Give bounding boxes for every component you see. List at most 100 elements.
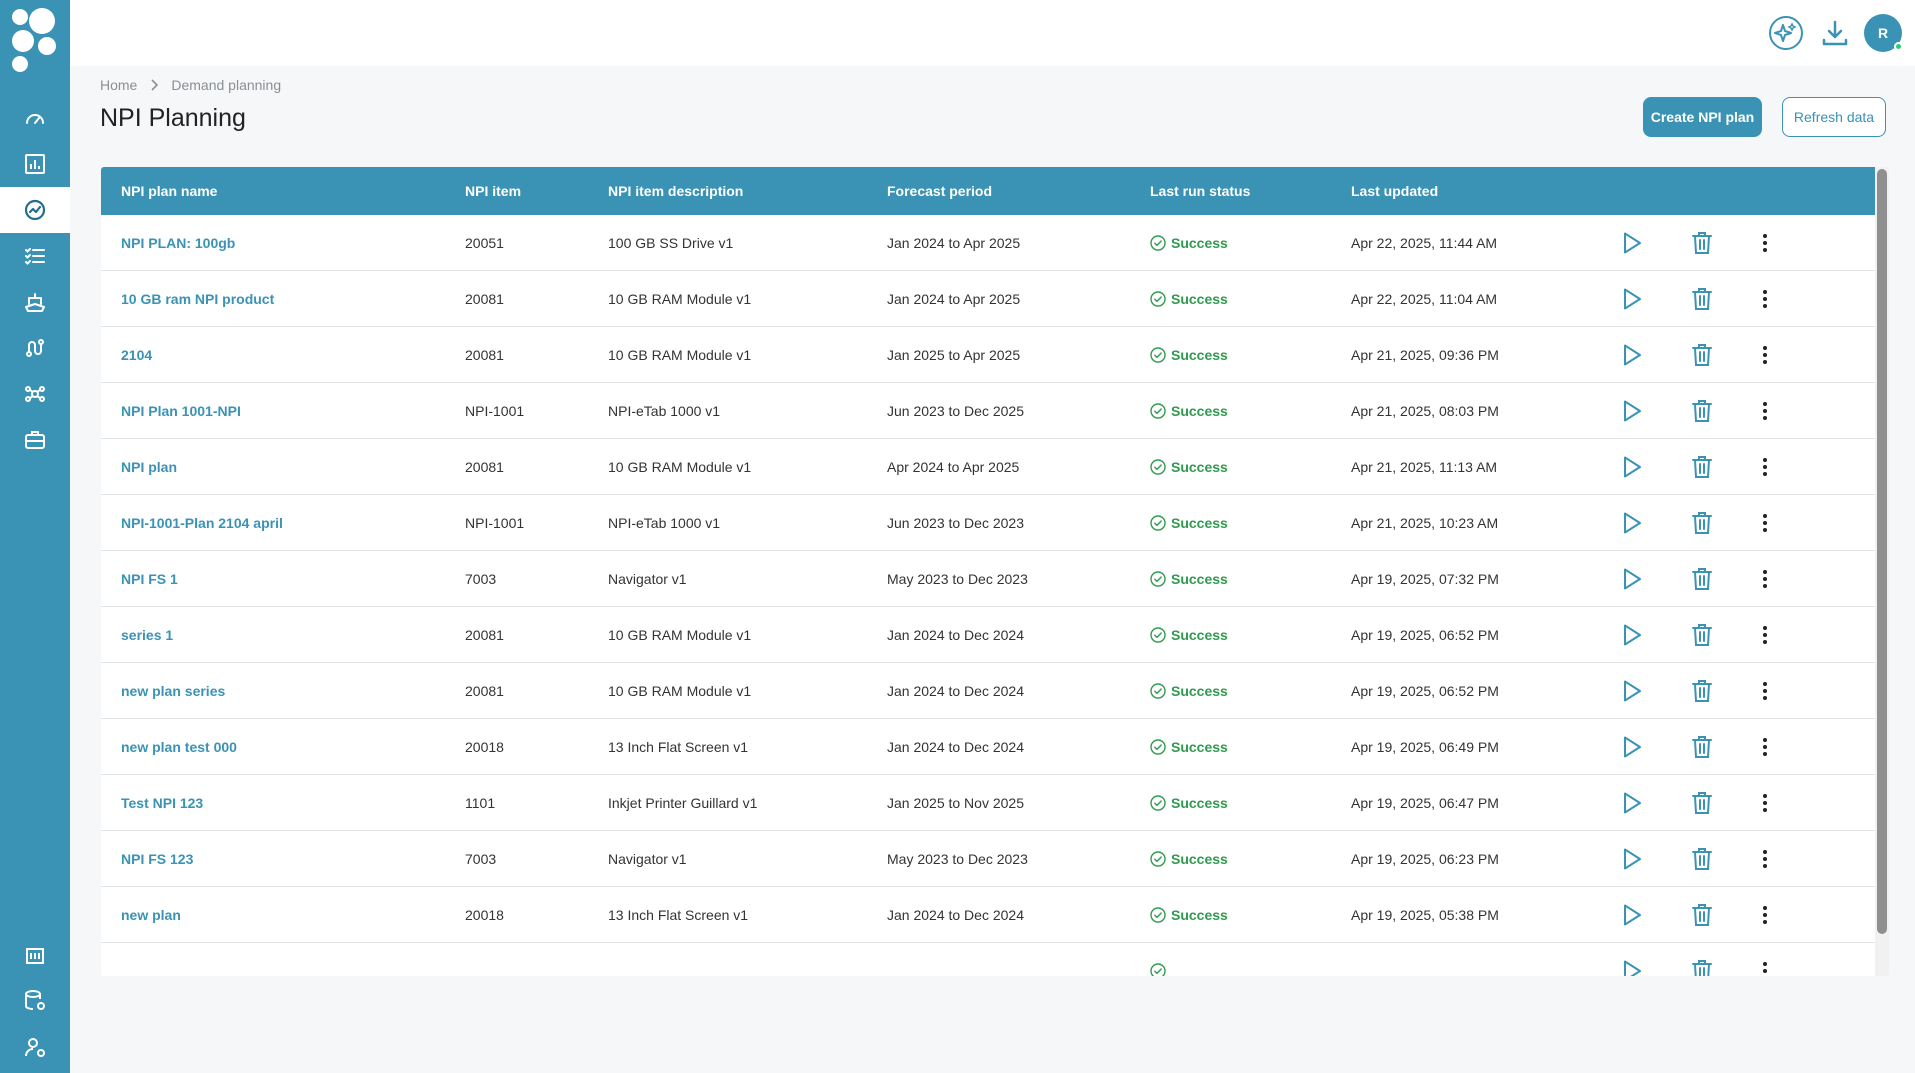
run-plan-button[interactable] <box>1617 396 1647 426</box>
column-header-last-run-status[interactable]: Last run status <box>1150 183 1251 199</box>
delete-plan-button[interactable] <box>1687 676 1717 706</box>
create-npi-plan-button[interactable]: Create NPI plan <box>1643 97 1762 137</box>
plan-name-link[interactable]: new plan series <box>121 683 226 699</box>
table-row[interactable]: new plan 20018 13 Inch Flat Screen v1 Ja… <box>101 887 1875 943</box>
table-row[interactable]: new plan test 000 20018 13 Inch Flat Scr… <box>101 719 1875 775</box>
table-row[interactable]: 2104 20081 10 GB RAM Module v1 Jan 2025 … <box>101 327 1875 383</box>
sidebar-item-dashboard[interactable] <box>0 95 70 141</box>
sidebar-item-reports[interactable] <box>0 932 70 978</box>
more-options-button[interactable] <box>1750 396 1780 426</box>
column-header-forecast-period[interactable]: Forecast period <box>887 183 993 199</box>
item-description-cell: NPI-eTab 1000 v1 <box>608 515 721 531</box>
download-button[interactable] <box>1816 14 1854 52</box>
plan-name-link[interactable]: Test NPI 123 <box>121 795 204 811</box>
app-logo[interactable] <box>11 8 59 74</box>
sidebar-item-user-settings[interactable] <box>0 1024 70 1070</box>
plan-name-link[interactable]: new plan <box>121 907 181 923</box>
table-row[interactable]: NPI PLAN: 100gb 20051 100 GB SS Drive v1… <box>101 215 1875 271</box>
column-header-plan-name[interactable]: NPI plan name <box>121 183 218 199</box>
scrollbar-thumb[interactable] <box>1877 169 1887 934</box>
column-header-item-description[interactable]: NPI item description <box>608 183 744 199</box>
breadcrumb-home[interactable]: Home <box>100 77 138 93</box>
plan-name-link[interactable]: NPI plan <box>121 459 178 475</box>
delete-plan-button[interactable] <box>1687 788 1717 818</box>
plan-name-link[interactable]: NPI FS 1 <box>121 571 178 587</box>
table-row[interactable]: NPI FS 1 7003 Navigator v1 May 2023 to D… <box>101 551 1875 607</box>
sidebar-item-analytics[interactable] <box>0 141 70 187</box>
delete-plan-button[interactable] <box>1687 396 1717 426</box>
run-plan-button[interactable] <box>1617 900 1647 930</box>
delete-plan-button[interactable] <box>1687 900 1717 930</box>
table-row[interactable]: Test NPI 123 1101 Inkjet Printer Guillar… <box>101 775 1875 831</box>
run-plan-button[interactable] <box>1617 228 1647 258</box>
more-options-button[interactable] <box>1750 676 1780 706</box>
table-row[interactable]: NPI Plan 1001-NPI NPI-1001 NPI-eTab 1000… <box>101 383 1875 439</box>
table-header: NPI plan name NPI item NPI item descript… <box>101 167 1875 215</box>
more-options-button[interactable] <box>1750 340 1780 370</box>
table-row[interactable]: new plan series 20081 10 GB RAM Module v… <box>101 663 1875 719</box>
table-row[interactable]: NPI plan 20081 10 GB RAM Module v1 Apr 2… <box>101 439 1875 495</box>
delete-plan-button[interactable] <box>1687 508 1717 538</box>
plan-name-link[interactable]: NPI PLAN: 100gb <box>121 235 236 251</box>
column-header-npi-item[interactable]: NPI item <box>465 183 522 199</box>
run-plan-button[interactable] <box>1617 284 1647 314</box>
more-options-button[interactable] <box>1750 284 1780 314</box>
plan-name-link[interactable]: 10 GB ram NPI product <box>121 291 275 307</box>
delete-plan-button[interactable] <box>1687 844 1717 874</box>
avatar[interactable]: R <box>1864 14 1903 52</box>
table-row[interactable]: NPI FS 123 7003 Navigator v1 May 2023 to… <box>101 831 1875 887</box>
sidebar-item-demand-planning[interactable] <box>0 187 70 233</box>
more-options-button[interactable] <box>1750 956 1780 976</box>
delete-plan-button[interactable] <box>1687 452 1717 482</box>
table-row[interactable] <box>101 943 1875 976</box>
table-row[interactable]: 10 GB ram NPI product 20081 10 GB RAM Mo… <box>101 271 1875 327</box>
plan-name-link[interactable]: new plan test 000 <box>121 739 237 755</box>
more-options-button[interactable] <box>1750 844 1780 874</box>
plan-name-link[interactable]: series 1 <box>121 627 174 643</box>
more-options-button[interactable] <box>1750 620 1780 650</box>
sidebar-item-portfolio[interactable] <box>0 417 70 463</box>
sidebar-item-logistics[interactable] <box>0 279 70 325</box>
run-plan-button[interactable] <box>1617 956 1647 976</box>
run-plan-button[interactable] <box>1617 844 1647 874</box>
run-plan-button[interactable] <box>1617 508 1647 538</box>
delete-plan-button[interactable] <box>1687 620 1717 650</box>
delete-plan-button[interactable] <box>1687 284 1717 314</box>
plan-name-link[interactable]: NPI FS 123 <box>121 851 194 867</box>
sidebar-item-routes[interactable] <box>0 325 70 371</box>
delete-plan-button[interactable] <box>1687 956 1717 976</box>
run-plan-button[interactable] <box>1617 788 1647 818</box>
plan-name-link[interactable]: NPI-1001-Plan 2104 april <box>121 515 283 531</box>
more-options-button[interactable] <box>1750 228 1780 258</box>
more-options-button[interactable] <box>1750 452 1780 482</box>
run-plan-button[interactable] <box>1617 340 1647 370</box>
delete-plan-button[interactable] <box>1687 228 1717 258</box>
sidebar-item-data-settings[interactable] <box>0 978 70 1024</box>
run-plan-button[interactable] <box>1617 676 1647 706</box>
run-plan-button[interactable] <box>1617 620 1647 650</box>
ai-assistant-button[interactable] <box>1767 14 1805 52</box>
sidebar-item-tasks[interactable] <box>0 233 70 279</box>
more-options-button[interactable] <box>1750 564 1780 594</box>
check-circle-icon <box>1150 235 1166 251</box>
delete-plan-button[interactable] <box>1687 564 1717 594</box>
run-plan-button[interactable] <box>1617 564 1647 594</box>
run-plan-button[interactable] <box>1617 732 1647 762</box>
sidebar-item-network[interactable] <box>0 371 70 417</box>
plan-name-link[interactable]: 2104 <box>121 347 153 363</box>
table-row[interactable]: series 1 20081 10 GB RAM Module v1 Jan 2… <box>101 607 1875 663</box>
column-header-last-updated[interactable]: Last updated <box>1351 183 1439 199</box>
more-options-button[interactable] <box>1750 508 1780 538</box>
status-text: Success <box>1171 683 1228 699</box>
plan-name-link[interactable]: NPI Plan 1001-NPI <box>121 403 241 419</box>
play-icon <box>1624 344 1641 366</box>
trash-icon <box>1692 680 1712 702</box>
delete-plan-button[interactable] <box>1687 340 1717 370</box>
table-row[interactable]: NPI-1001-Plan 2104 april NPI-1001 NPI-eT… <box>101 495 1875 551</box>
run-plan-button[interactable] <box>1617 452 1647 482</box>
more-options-button[interactable] <box>1750 900 1780 930</box>
delete-plan-button[interactable] <box>1687 732 1717 762</box>
more-options-button[interactable] <box>1750 732 1780 762</box>
refresh-data-button[interactable]: Refresh data <box>1782 97 1886 137</box>
more-options-button[interactable] <box>1750 788 1780 818</box>
